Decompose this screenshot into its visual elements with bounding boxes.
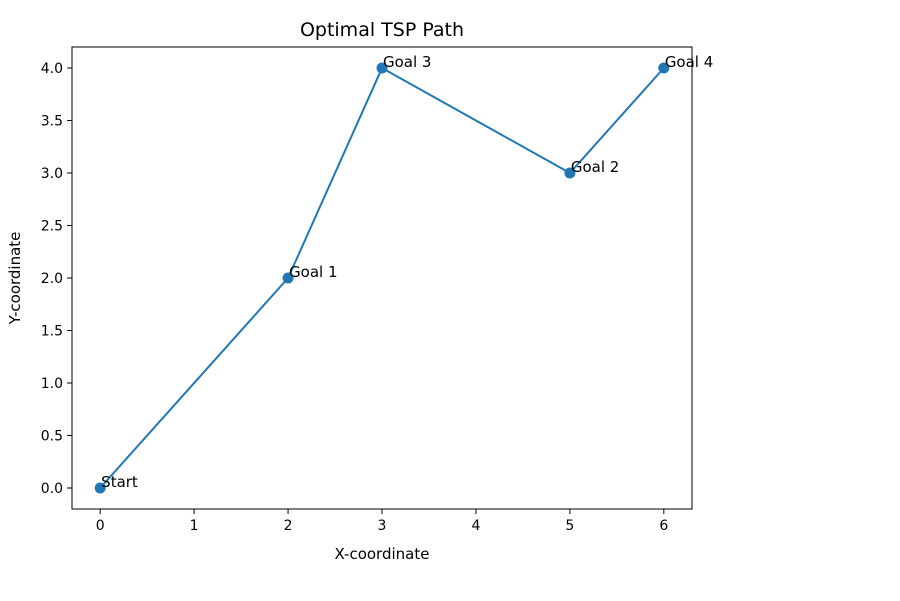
path-point <box>564 167 576 179</box>
path-point <box>658 62 670 74</box>
path-point <box>94 482 106 494</box>
point-label: Goal 2 <box>571 158 619 176</box>
x-tick-label: 3 <box>378 518 387 534</box>
y-tick-label: 2.0 <box>41 271 63 287</box>
point-label: Goal 3 <box>383 53 431 71</box>
x-tick-label: 0 <box>96 518 105 534</box>
y-tick-label: 2.5 <box>41 219 63 235</box>
y-tick-label: 0.0 <box>41 481 63 497</box>
y-tick-label: 4.0 <box>41 61 63 77</box>
x-axis: 0 1 2 3 4 5 6 <box>96 509 668 534</box>
x-tick-label: 4 <box>471 518 480 534</box>
x-tick-label: 6 <box>659 518 668 534</box>
path-point <box>282 272 294 284</box>
x-tick-label: 5 <box>565 518 574 534</box>
x-tick-label: 1 <box>190 518 199 534</box>
chart-title: Optimal TSP Path <box>300 19 464 41</box>
y-tick-label: 1.5 <box>41 324 63 340</box>
y-tick-label: 0.5 <box>41 429 63 445</box>
x-axis-label: X-coordinate <box>335 545 430 563</box>
y-axis: 0.0 0.5 1.0 1.5 2.0 2.5 3.0 3.5 4.0 <box>41 61 72 497</box>
path-line <box>99 66 665 489</box>
path-series: Start Goal 1 Goal 3 Goal 2 Goal 4 <box>94 53 713 494</box>
y-tick-label: 3.0 <box>41 166 63 182</box>
point-label: Start <box>101 473 138 491</box>
plot-area-frame <box>71 46 693 510</box>
point-label: Goal 4 <box>665 53 713 71</box>
x-tick-label: 2 <box>284 518 293 534</box>
point-label: Goal 1 <box>289 263 337 281</box>
y-tick-label: 1.0 <box>41 376 63 392</box>
y-axis-label: Y-coordinate <box>6 232 24 326</box>
y-tick-label: 3.5 <box>41 114 63 130</box>
path-point <box>376 62 388 74</box>
